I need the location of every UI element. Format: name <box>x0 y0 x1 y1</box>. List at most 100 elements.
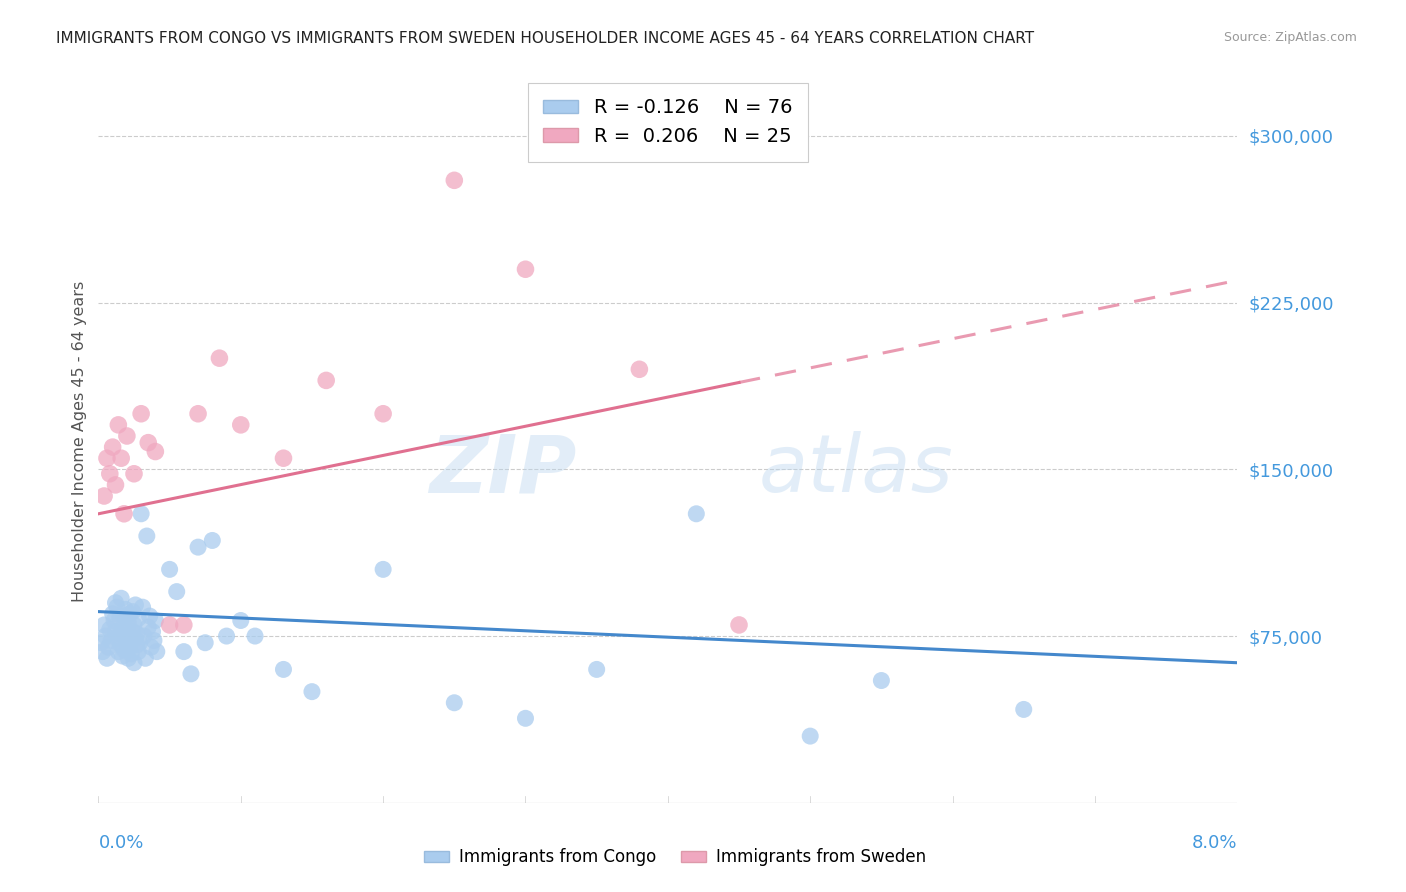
Point <box>141 624 163 639</box>
Point <box>443 173 465 187</box>
Point <box>90 636 112 650</box>
Point <box>301 684 323 698</box>
Point <box>96 651 118 665</box>
Point <box>115 623 138 637</box>
Point <box>118 607 141 621</box>
Point <box>243 629 266 643</box>
Point <box>104 596 127 610</box>
Point <box>1012 702 1035 716</box>
Point <box>110 638 132 652</box>
Point <box>107 417 129 432</box>
Point <box>107 645 129 659</box>
Point <box>112 609 135 624</box>
Point <box>127 611 149 625</box>
Point <box>129 507 152 521</box>
Point <box>128 636 150 650</box>
Point <box>103 614 125 628</box>
Point <box>870 673 893 688</box>
Point <box>139 640 162 655</box>
Text: 0.0%: 0.0% <box>98 834 143 852</box>
Point <box>117 615 139 630</box>
Point <box>134 651 156 665</box>
Point <box>145 614 167 628</box>
Point <box>93 489 115 503</box>
Point <box>159 562 181 576</box>
Point <box>100 633 122 648</box>
Point <box>93 618 115 632</box>
Point <box>371 562 394 576</box>
Point <box>136 435 159 450</box>
Y-axis label: Householder Income Ages 45 - 64 years: Householder Income Ages 45 - 64 years <box>72 281 87 602</box>
Point <box>110 451 132 466</box>
Point <box>166 584 188 599</box>
Point <box>111 649 134 664</box>
Point <box>159 618 181 632</box>
Point <box>215 629 238 643</box>
Point <box>122 618 145 632</box>
Legend: Immigrants from Congo, Immigrants from Sweden: Immigrants from Congo, Immigrants from S… <box>418 842 932 873</box>
Point <box>173 618 195 632</box>
Point <box>115 429 138 443</box>
Point <box>120 647 142 661</box>
Point <box>122 467 145 481</box>
Point <box>124 598 146 612</box>
Point <box>443 696 465 710</box>
Point <box>108 611 131 625</box>
Point <box>273 451 295 466</box>
Point <box>127 645 149 659</box>
Point <box>515 711 537 725</box>
Point <box>112 507 135 521</box>
Point <box>799 729 821 743</box>
Legend: R = -0.126    N = 76, R =  0.206    N = 25: R = -0.126 N = 76, R = 0.206 N = 25 <box>527 83 808 161</box>
Point <box>229 417 252 432</box>
Text: IMMIGRANTS FROM CONGO VS IMMIGRANTS FROM SWEDEN HOUSEHOLDER INCOME AGES 45 - 64 : IMMIGRANTS FROM CONGO VS IMMIGRANTS FROM… <box>56 31 1035 46</box>
Point <box>104 624 127 639</box>
Point <box>108 627 131 641</box>
Point <box>97 640 120 655</box>
Point <box>101 607 124 621</box>
Point <box>91 645 114 659</box>
Point <box>187 407 209 421</box>
Text: 8.0%: 8.0% <box>1192 834 1237 852</box>
Point <box>628 362 651 376</box>
Point <box>132 629 155 643</box>
Point <box>115 636 138 650</box>
Point <box>129 407 152 421</box>
Point <box>201 533 224 548</box>
Point <box>194 636 217 650</box>
Point <box>131 600 153 615</box>
Point <box>96 451 118 466</box>
Point <box>121 605 143 619</box>
Point <box>728 618 751 632</box>
Point <box>122 656 145 670</box>
Point <box>94 629 117 643</box>
Point <box>145 444 167 458</box>
Point <box>114 629 136 643</box>
Point <box>101 440 124 454</box>
Point <box>315 373 337 387</box>
Point <box>135 529 157 543</box>
Point <box>98 623 121 637</box>
Point <box>136 620 159 634</box>
Point <box>105 632 128 646</box>
Point <box>208 351 231 366</box>
Point <box>585 662 607 676</box>
Text: Source: ZipAtlas.com: Source: ZipAtlas.com <box>1223 31 1357 45</box>
Text: ZIP: ZIP <box>429 432 576 509</box>
Point <box>146 645 169 659</box>
Point <box>105 600 128 615</box>
Point <box>180 666 202 681</box>
Point <box>138 609 160 624</box>
Text: atlas: atlas <box>759 432 953 509</box>
Point <box>124 632 146 646</box>
Point <box>117 651 139 665</box>
Point <box>98 467 121 481</box>
Point <box>173 645 195 659</box>
Point <box>120 633 142 648</box>
Point <box>112 642 135 657</box>
Point <box>111 620 134 634</box>
Point <box>142 633 165 648</box>
Point <box>118 640 141 655</box>
Point <box>104 478 127 492</box>
Point <box>515 262 537 277</box>
